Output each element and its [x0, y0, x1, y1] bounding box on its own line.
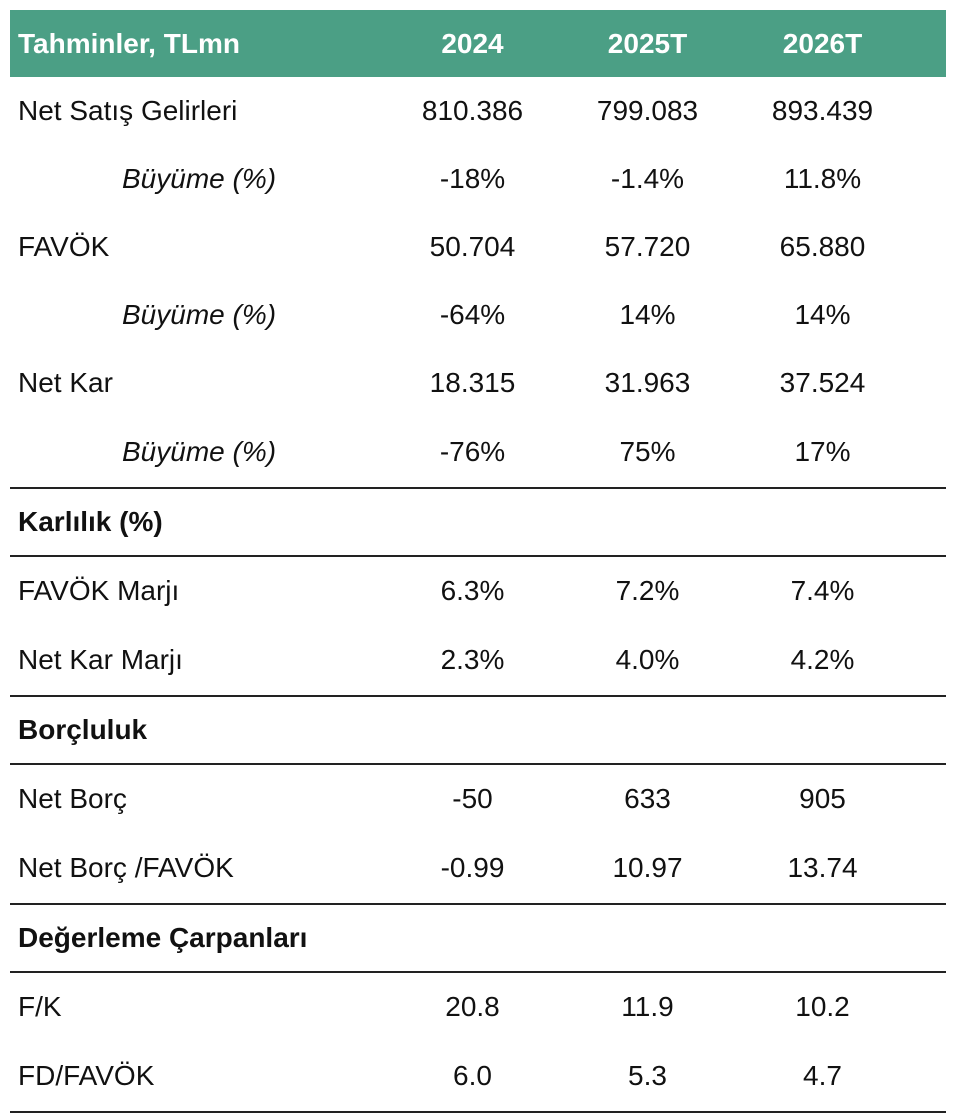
row-value: 2.3%	[440, 644, 505, 675]
row-value: 633	[624, 783, 671, 814]
divider	[10, 695, 946, 697]
table-row: Net Kar Marjı 2.3% 4.0% 4.2%	[10, 625, 946, 695]
row-label: Net Satış Gelirleri	[18, 95, 238, 126]
table-row: FD/FAVÖK 6.0 5.3 4.7	[10, 1041, 946, 1111]
row-value: 65.880	[779, 231, 866, 262]
row-value: 10.2	[795, 991, 850, 1022]
section-title: Borçluluk	[18, 714, 148, 745]
table-row: FAVÖK Marjı 6.3% 7.2% 7.4%	[10, 557, 946, 625]
row-label: FAVÖK Marjı	[18, 575, 180, 606]
row-label: F/K	[18, 991, 62, 1022]
section-header: Değerleme Çarpanları	[10, 905, 946, 971]
row-label: Net Kar Marjı	[18, 644, 183, 675]
row-value: 799.083	[596, 95, 699, 126]
table-row: FAVÖK 50.704 57.720 65.880	[10, 213, 946, 281]
row-value: 4.2%	[790, 644, 855, 675]
row-value: 20.8	[445, 991, 500, 1022]
row-value: 11.8%	[783, 163, 862, 194]
row-value: -50	[452, 783, 493, 814]
header-col-2024: 2024	[441, 27, 504, 59]
row-value: 6.0	[453, 1060, 492, 1091]
row-value: 14%	[619, 299, 676, 330]
divider	[10, 487, 946, 489]
divider	[10, 971, 946, 973]
table-row: Büyüme (%) -18% -1.4% 11.8%	[10, 145, 946, 213]
table-row: Net Satış Gelirleri 810.386 799.083 893.439	[10, 77, 946, 145]
row-value: 57.720	[604, 231, 691, 262]
row-label: FAVÖK	[18, 231, 110, 262]
row-value: 7.4%	[790, 575, 855, 606]
row-value: 10.97	[612, 852, 683, 883]
row-label: Büyüme (%)	[122, 163, 277, 194]
row-value: 17%	[794, 436, 851, 467]
table-body: Net Satış Gelirleri 810.386 799.083 893.439…	[10, 77, 946, 1113]
section-header: Karlılık (%)	[10, 489, 946, 555]
row-value: 893.439	[771, 95, 874, 126]
row-value: 50.704	[429, 231, 516, 262]
header-col-2026t: 2026T	[782, 27, 863, 59]
header-col-2025t: 2025T	[607, 27, 688, 59]
section-title: Değerleme Çarpanları	[18, 922, 308, 953]
divider	[10, 903, 946, 905]
table-row: Net Kar 18.315 31.963 37.524	[10, 349, 946, 417]
row-label: FD/FAVÖK	[18, 1060, 155, 1091]
divider	[10, 555, 946, 557]
table-row: F/K 20.8 11.9 10.2	[10, 973, 946, 1041]
row-value: 18.315	[429, 367, 516, 398]
row-value: -64%	[439, 299, 506, 330]
row-value: 31.963	[604, 367, 691, 398]
row-value: 4.7	[803, 1060, 842, 1091]
row-value: 7.2%	[615, 575, 680, 606]
table-row: Net Borç -50 633 905	[10, 765, 946, 833]
row-value: 11.9	[621, 991, 674, 1022]
row-value: -1.4%	[610, 163, 685, 194]
header-title: Tahminler, TLmn	[18, 27, 240, 59]
table-row: Büyüme (%) -64% 14% 14%	[10, 281, 946, 349]
table-header: Tahminler, TLmn 2024 2025T 2026T	[10, 10, 946, 77]
row-value: 905	[799, 783, 846, 814]
row-value: 5.3	[628, 1060, 667, 1091]
table-row: Net Borç /FAVÖK -0.99 10.97 13.74	[10, 833, 946, 903]
row-value: -76%	[439, 436, 506, 467]
section-title: Karlılık (%)	[18, 506, 163, 537]
row-label: Büyüme (%)	[122, 299, 277, 330]
row-value: 75%	[619, 436, 676, 467]
divider	[10, 763, 946, 765]
row-value: 14%	[794, 299, 851, 330]
row-value: 13.74	[787, 852, 858, 883]
table-row: Büyüme (%) -76% 75% 17%	[10, 417, 946, 487]
row-label: Büyüme (%)	[122, 436, 277, 467]
estimates-table: Tahminler, TLmn 2024 2025T 2026T Net Sat…	[10, 10, 946, 1113]
row-value: 4.0%	[615, 644, 680, 675]
row-value: 6.3%	[440, 575, 505, 606]
section-header: Borçluluk	[10, 697, 946, 763]
row-value: 37.524	[779, 367, 866, 398]
row-label: Net Borç /FAVÖK	[18, 852, 234, 883]
row-value: 810.386	[421, 95, 524, 126]
row-value: -18%	[439, 163, 506, 194]
row-value: -0.99	[440, 852, 505, 883]
row-label: Net Kar	[18, 367, 113, 398]
row-label: Net Borç	[18, 783, 127, 814]
